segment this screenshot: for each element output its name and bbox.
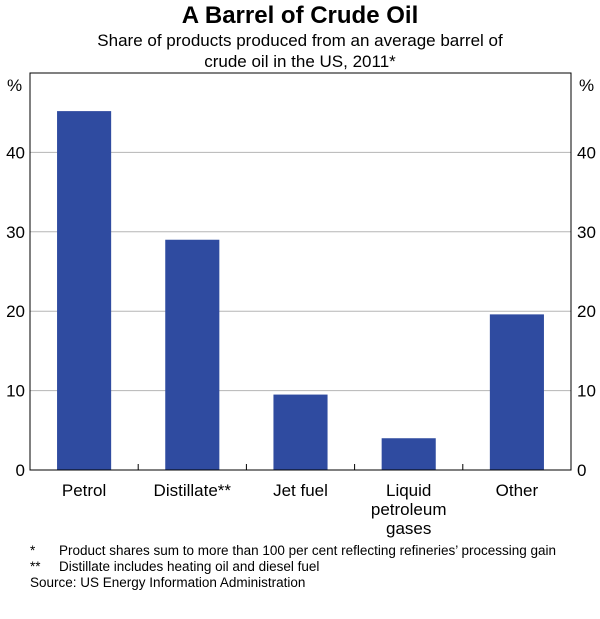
footnotes: * Product shares sum to more than 100 pe… bbox=[30, 543, 590, 591]
source-line: Source: US Energy Information Administra… bbox=[30, 575, 306, 590]
category-label-1-0: Distillate** bbox=[154, 481, 232, 500]
footnote-1: * Product shares sum to more than 100 pe… bbox=[30, 543, 590, 559]
chart-title: A Barrel of Crude Oil bbox=[182, 2, 418, 29]
bar-4 bbox=[489, 314, 544, 470]
category-label-3-0: Liquid bbox=[386, 481, 431, 500]
chart-subtitle-line-2: crude oil in the US, 2011* bbox=[204, 52, 396, 71]
category-label-2-0: Jet fuel bbox=[273, 481, 328, 500]
y-tick-left-10: 10 bbox=[6, 382, 25, 401]
y-tick-right-10: 10 bbox=[577, 382, 596, 401]
category-label-4-0: Other bbox=[496, 481, 539, 500]
bar-2 bbox=[273, 394, 328, 470]
y-tick-left-20: 20 bbox=[6, 302, 25, 321]
y-tick-left-30: 30 bbox=[6, 223, 25, 242]
footnote-1-mark: * bbox=[30, 543, 36, 558]
bar-0 bbox=[57, 111, 112, 470]
category-label-3-2: gases bbox=[386, 519, 431, 538]
plot-frame bbox=[29, 72, 572, 471]
y-tick-right-20: 20 bbox=[577, 302, 596, 321]
y-tick-right-30: 30 bbox=[577, 223, 596, 242]
y-unit-left: % bbox=[7, 76, 22, 95]
category-label-0-0: Petrol bbox=[62, 481, 106, 500]
y-unit-right: % bbox=[579, 76, 594, 95]
gridlines bbox=[30, 151, 571, 392]
y-tick-left-40: 40 bbox=[6, 143, 25, 162]
bar-1 bbox=[165, 239, 220, 470]
chart-subtitle-line-1: Share of products produced from an avera… bbox=[97, 31, 503, 50]
bars bbox=[57, 111, 544, 470]
y-tick-right-40: 40 bbox=[577, 143, 596, 162]
footnote-2-mark: ** bbox=[30, 559, 41, 574]
y-tick-right-0: 0 bbox=[577, 461, 586, 480]
bar-3 bbox=[381, 438, 436, 470]
category-label-3-1: petroleum bbox=[371, 500, 447, 519]
y-tick-left-0: 0 bbox=[16, 461, 25, 480]
axis-ticks: 0 0 10 10 20 20 30 30 40 40 bbox=[6, 143, 596, 480]
footnote-2-text: Distillate includes heating oil and dies… bbox=[59, 559, 320, 574]
footnote-2: ** Distillate includes heating oil and d… bbox=[30, 559, 590, 575]
category-labels: Petrol Distillate** Jet fuel Liquidpetroleu… bbox=[62, 481, 539, 538]
footnote-1-text: Product shares sum to more than 100 per … bbox=[59, 543, 557, 558]
